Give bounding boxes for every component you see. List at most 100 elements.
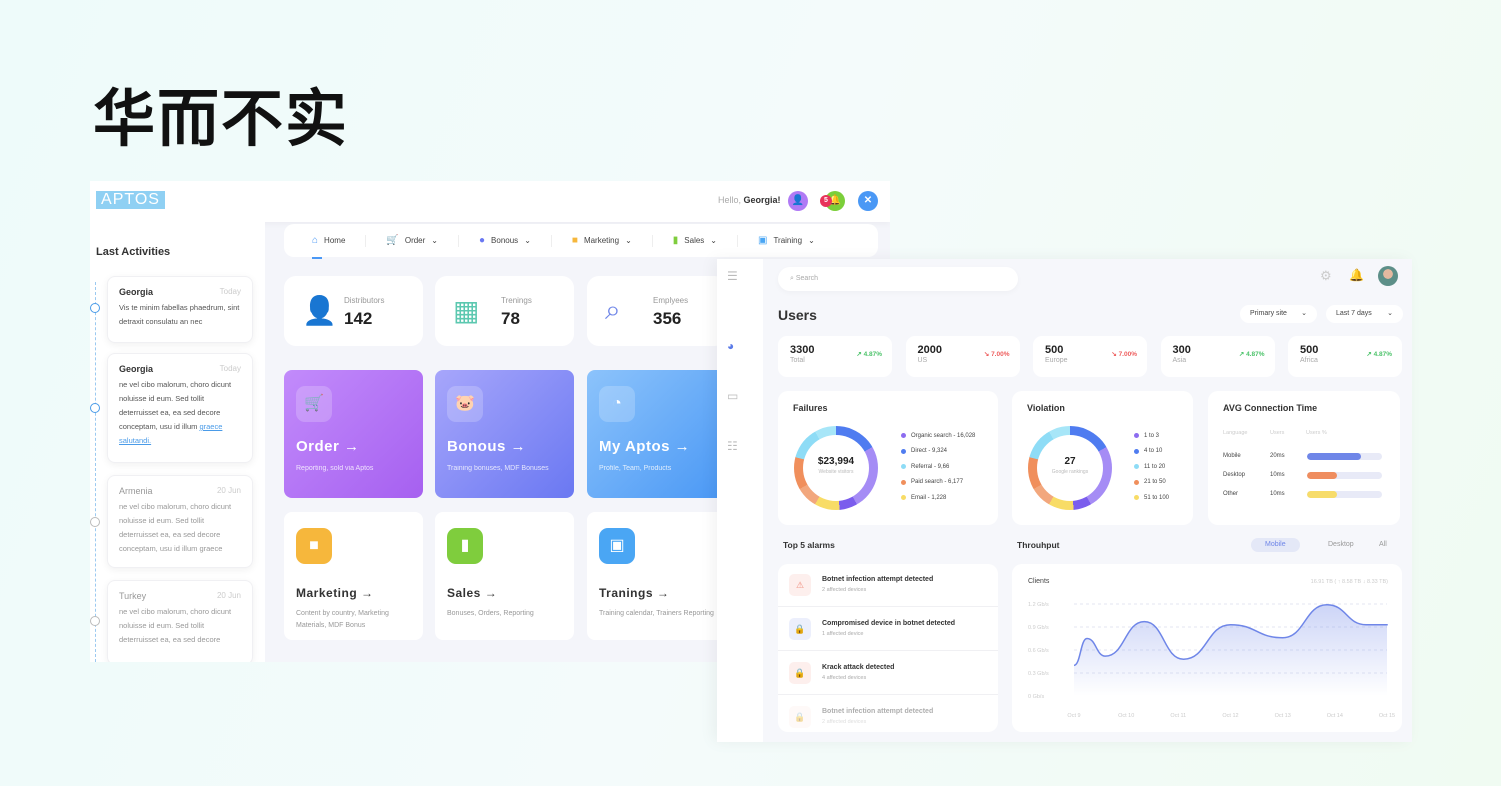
kpi-label: Total xyxy=(790,357,805,364)
throughput-title: Throuhput xyxy=(1017,540,1060,550)
order-card[interactable]: 🛒 Order → Reporting, sold via Aptos xyxy=(284,370,423,498)
legend-label: 21 to 50 xyxy=(1144,479,1166,486)
activity-link[interactable]: graece salutandi. xyxy=(119,422,223,445)
nav-sales[interactable]: ▮ Sales ⌄ xyxy=(673,234,738,247)
x-tick-label: Oct 9 xyxy=(1067,713,1080,719)
nav-label: Home xyxy=(324,236,346,245)
close-icon: ✕ xyxy=(863,195,873,206)
menu-icon[interactable]: ☰ xyxy=(727,269,738,283)
nav-order[interactable]: 🛒 Order ⌄ xyxy=(386,234,459,247)
close-button[interactable]: ✕ xyxy=(858,191,878,211)
legend-label: Direct - 9,324 xyxy=(911,448,948,455)
legend-swatch xyxy=(901,479,906,485)
profile-icon: ◔ xyxy=(599,386,635,422)
legend-item: Direct - 9,324 xyxy=(901,444,975,460)
chevron-down-icon: ⌄ xyxy=(524,236,531,245)
x-tick-label: Oct 13 xyxy=(1275,713,1291,719)
chart-title: Clients xyxy=(1028,578,1050,585)
activity-item[interactable]: Today Georgia ne vel cibo malorum, choro d… xyxy=(107,353,253,463)
site-dropdown[interactable]: Primary site ⌄ xyxy=(1240,305,1317,323)
kpi-value: 3300 xyxy=(790,344,815,356)
gear-icon[interactable]: ⚙ xyxy=(1320,268,1332,283)
usage-bar-fill xyxy=(1307,472,1337,479)
legend-label: 11 to 20 xyxy=(1144,463,1166,470)
timeline-line xyxy=(95,282,96,662)
legend-label: 1 to 3 xyxy=(1144,432,1160,439)
dropdown-value: Last 7 days xyxy=(1336,310,1372,317)
bonous-card[interactable]: 🐷 Bonous → Training bonuses, MDF Bonuses xyxy=(435,370,574,498)
activity-text: Vis te minim fabellas phaedrum, sint det… xyxy=(119,303,240,326)
tranings-card[interactable]: ▣ Tranings → Training calendar, Trainers R… xyxy=(587,512,726,640)
alarm-item[interactable]: 🔒 Compromised device in botnet detected 1 … xyxy=(778,608,998,651)
legend-swatch xyxy=(1134,479,1139,485)
kpi-label: US xyxy=(917,357,928,364)
kpi-card: 300 Asia ↗ 4.87% xyxy=(1160,336,1275,377)
kpi-change: ↘ 7.00% xyxy=(1111,351,1137,358)
avatar[interactable] xyxy=(1378,266,1398,286)
stat-card: ⌕ Emplyees 356 xyxy=(587,276,726,346)
legend-swatch xyxy=(901,448,906,454)
tab-desktop[interactable]: Desktop xyxy=(1328,541,1354,548)
kpi-card: 2000 US ↘ 7.00% xyxy=(905,336,1020,377)
x-tick-label: Oct 14 xyxy=(1327,713,1343,719)
nav-home[interactable]: ⌂ Home xyxy=(312,234,367,247)
usage-bar xyxy=(1307,472,1382,479)
alarm-item[interactable]: 🔒 Krack attack detected 4 affected devices xyxy=(778,652,998,695)
cart-icon: 🛒 xyxy=(296,386,332,422)
chevron-down-icon: ⌄ xyxy=(710,236,717,245)
legend-swatch xyxy=(901,433,906,439)
alarm-item[interactable]: 🔒 Botnet infection attempt detected 2 affe… xyxy=(778,696,998,732)
nav-marketing[interactable]: ■ Marketing ⌄ xyxy=(572,234,653,247)
date-range-dropdown[interactable]: Last 7 days ⌄ xyxy=(1326,305,1403,323)
row-label: Desktop xyxy=(1223,472,1246,478)
my-aptos-card[interactable]: ◔ My Aptos → Profile, Team, Products xyxy=(587,370,726,498)
warning-icon: ⚠ xyxy=(789,574,811,596)
calendar-icon[interactable]: ▭ xyxy=(727,389,739,403)
marketing-card[interactable]: ■ Marketing → Content by country, Marketin… xyxy=(284,512,423,640)
kpi-card: 500 Africa ↗ 4.87% xyxy=(1288,336,1402,377)
list-icon[interactable]: ☷ xyxy=(727,439,738,453)
nav-label: Sales xyxy=(684,236,705,245)
activity-item[interactable]: Today Georgia Vis te minim fabellas phaedr… xyxy=(107,276,253,343)
activity-name: Turkey xyxy=(119,591,147,601)
dropdown-value: Primary site xyxy=(1250,310,1287,317)
bell-icon[interactable]: 🔔 xyxy=(1349,268,1364,282)
kpi-change: ↗ 4.87% xyxy=(856,351,882,358)
profile-button[interactable]: 👤 xyxy=(788,191,808,211)
activity-text: ne vel cibo malorum, choro dicunt noluis… xyxy=(119,607,232,644)
legend-swatch xyxy=(901,495,906,501)
lock-icon: 🔒 xyxy=(789,662,811,684)
nav-training[interactable]: ▣ Training ⌄ xyxy=(758,235,835,247)
card-subtitle: Training bonuses, MDF Bonuses xyxy=(447,465,549,472)
legend-swatch xyxy=(1134,448,1139,454)
bar-chart-icon: ▮ xyxy=(447,528,483,564)
kpi-value: 500 xyxy=(1045,344,1064,356)
user-icon: 👤 xyxy=(791,195,805,206)
employee-search-icon: ⌕ xyxy=(605,294,621,325)
activity-item[interactable]: 20 Jun Armenia ne vel cibo malorum, choro … xyxy=(107,475,253,568)
left-rail: ☰ ◕ ▭ ☷ xyxy=(717,259,763,742)
throughput-summary: 16.91 TB ( ↑ 8.58 TB ↓ 8.33 TB) xyxy=(1310,579,1388,585)
stat-card: ▦ Trenings 78 xyxy=(435,276,574,346)
user-name: Georgia! xyxy=(743,195,781,205)
legend-label: Paid search - 6,177 xyxy=(911,479,964,486)
alarm-item[interactable]: ⚠ Botnet infection attempt detected 2 affe… xyxy=(778,564,998,607)
activity-date: Today xyxy=(219,287,241,296)
activity-item[interactable]: 20 Jun Turkey ne vel cibo malorum, choro d… xyxy=(107,580,253,662)
card-title: Sales → xyxy=(447,586,498,600)
chevron-down-icon: ⌄ xyxy=(1387,310,1393,317)
donut-center: 27 Google rankings xyxy=(1028,456,1112,475)
activity-name: Georgia xyxy=(119,287,154,297)
nav-bonous[interactable]: ● Bonous ⌄ xyxy=(479,234,552,247)
pie-chart-icon[interactable]: ◕ xyxy=(727,339,735,353)
tab-mobile[interactable]: Mobile xyxy=(1251,538,1300,552)
activity-text: ne vel cibo malorum, choro dicunt noluis… xyxy=(119,380,232,431)
throughput-chart: 0 Gb/s 0.3 Gb/s 0.6 Gb/s 0.9 Gb/s 1.2 Gb/s Oc… xyxy=(1028,602,1395,719)
tab-all[interactable]: All xyxy=(1379,541,1387,548)
stat-label: Emplyees xyxy=(653,296,689,305)
kpi-change: ↘ 7.00% xyxy=(983,351,1010,358)
calendar-icon: ▣ xyxy=(599,528,635,564)
search-input[interactable]: ⌕ Search xyxy=(778,267,1018,291)
activity-date: Today xyxy=(219,364,241,373)
sales-card[interactable]: ▮ Sales → Bonuses, Orders, Reporting xyxy=(435,512,574,640)
